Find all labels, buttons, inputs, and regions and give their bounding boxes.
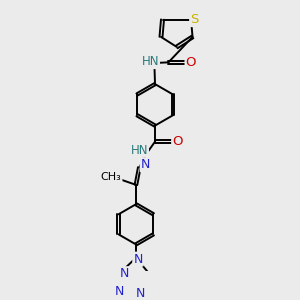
Text: N: N: [115, 285, 124, 298]
Text: N: N: [120, 267, 129, 280]
Text: S: S: [190, 13, 199, 26]
Text: O: O: [186, 56, 196, 69]
Text: N: N: [133, 253, 142, 266]
Text: HN: HN: [142, 55, 159, 68]
Text: HN: HN: [130, 143, 148, 157]
Text: N: N: [141, 158, 150, 171]
Text: O: O: [172, 135, 183, 148]
Text: CH₃: CH₃: [101, 172, 122, 182]
Text: N: N: [136, 287, 145, 300]
